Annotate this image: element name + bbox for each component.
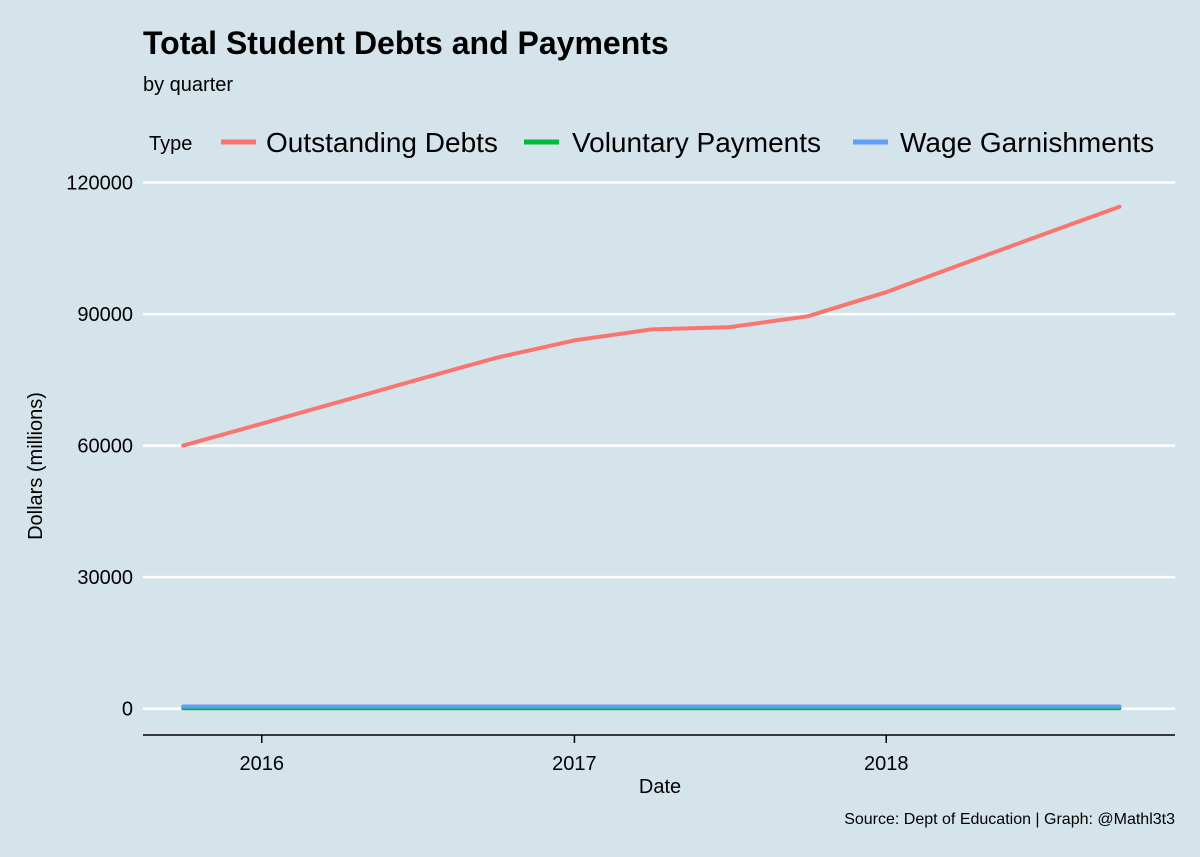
series-lines xyxy=(181,204,1122,711)
series-line-outstanding-debts xyxy=(181,204,1122,448)
x-tick-label: 2017 xyxy=(552,753,597,775)
legend-label-voluntary-payments: Voluntary Payments xyxy=(572,127,821,158)
x-tick-label: 2016 xyxy=(239,753,284,775)
legend-label-outstanding-debts: Outstanding Debts xyxy=(266,127,498,158)
chart-caption: Source: Dept of Education | Graph: @Math… xyxy=(844,811,1175,828)
x-tick-label: 2018 xyxy=(864,753,909,775)
y-axis-ticks: 0 30000 60000 90000 120000 xyxy=(66,173,133,721)
y-tick-label: 90000 xyxy=(77,304,133,326)
y-tick-label: 120000 xyxy=(66,173,133,195)
legend-title: Type xyxy=(149,133,192,155)
chart-title: Total Student Debts and Payments xyxy=(143,25,669,61)
y-tick-label: 30000 xyxy=(77,567,133,589)
gridlines xyxy=(143,181,1175,710)
legend: Type Outstanding Debts Voluntary Payment… xyxy=(149,127,1154,158)
legend-label-wage-garnishments: Wage Garnishments xyxy=(900,127,1154,158)
chart-subtitle: by quarter xyxy=(143,74,233,96)
y-axis-title: Dollars (millions) xyxy=(25,392,47,540)
y-tick-label: 0 xyxy=(122,699,133,721)
y-tick-label: 60000 xyxy=(77,436,133,458)
plot-area: 0 30000 60000 90000 120000 2016 2017 2018 xyxy=(66,173,1175,775)
x-axis-ticks: 2016 2017 2018 xyxy=(239,735,908,775)
x-axis-title: Date xyxy=(639,776,681,798)
